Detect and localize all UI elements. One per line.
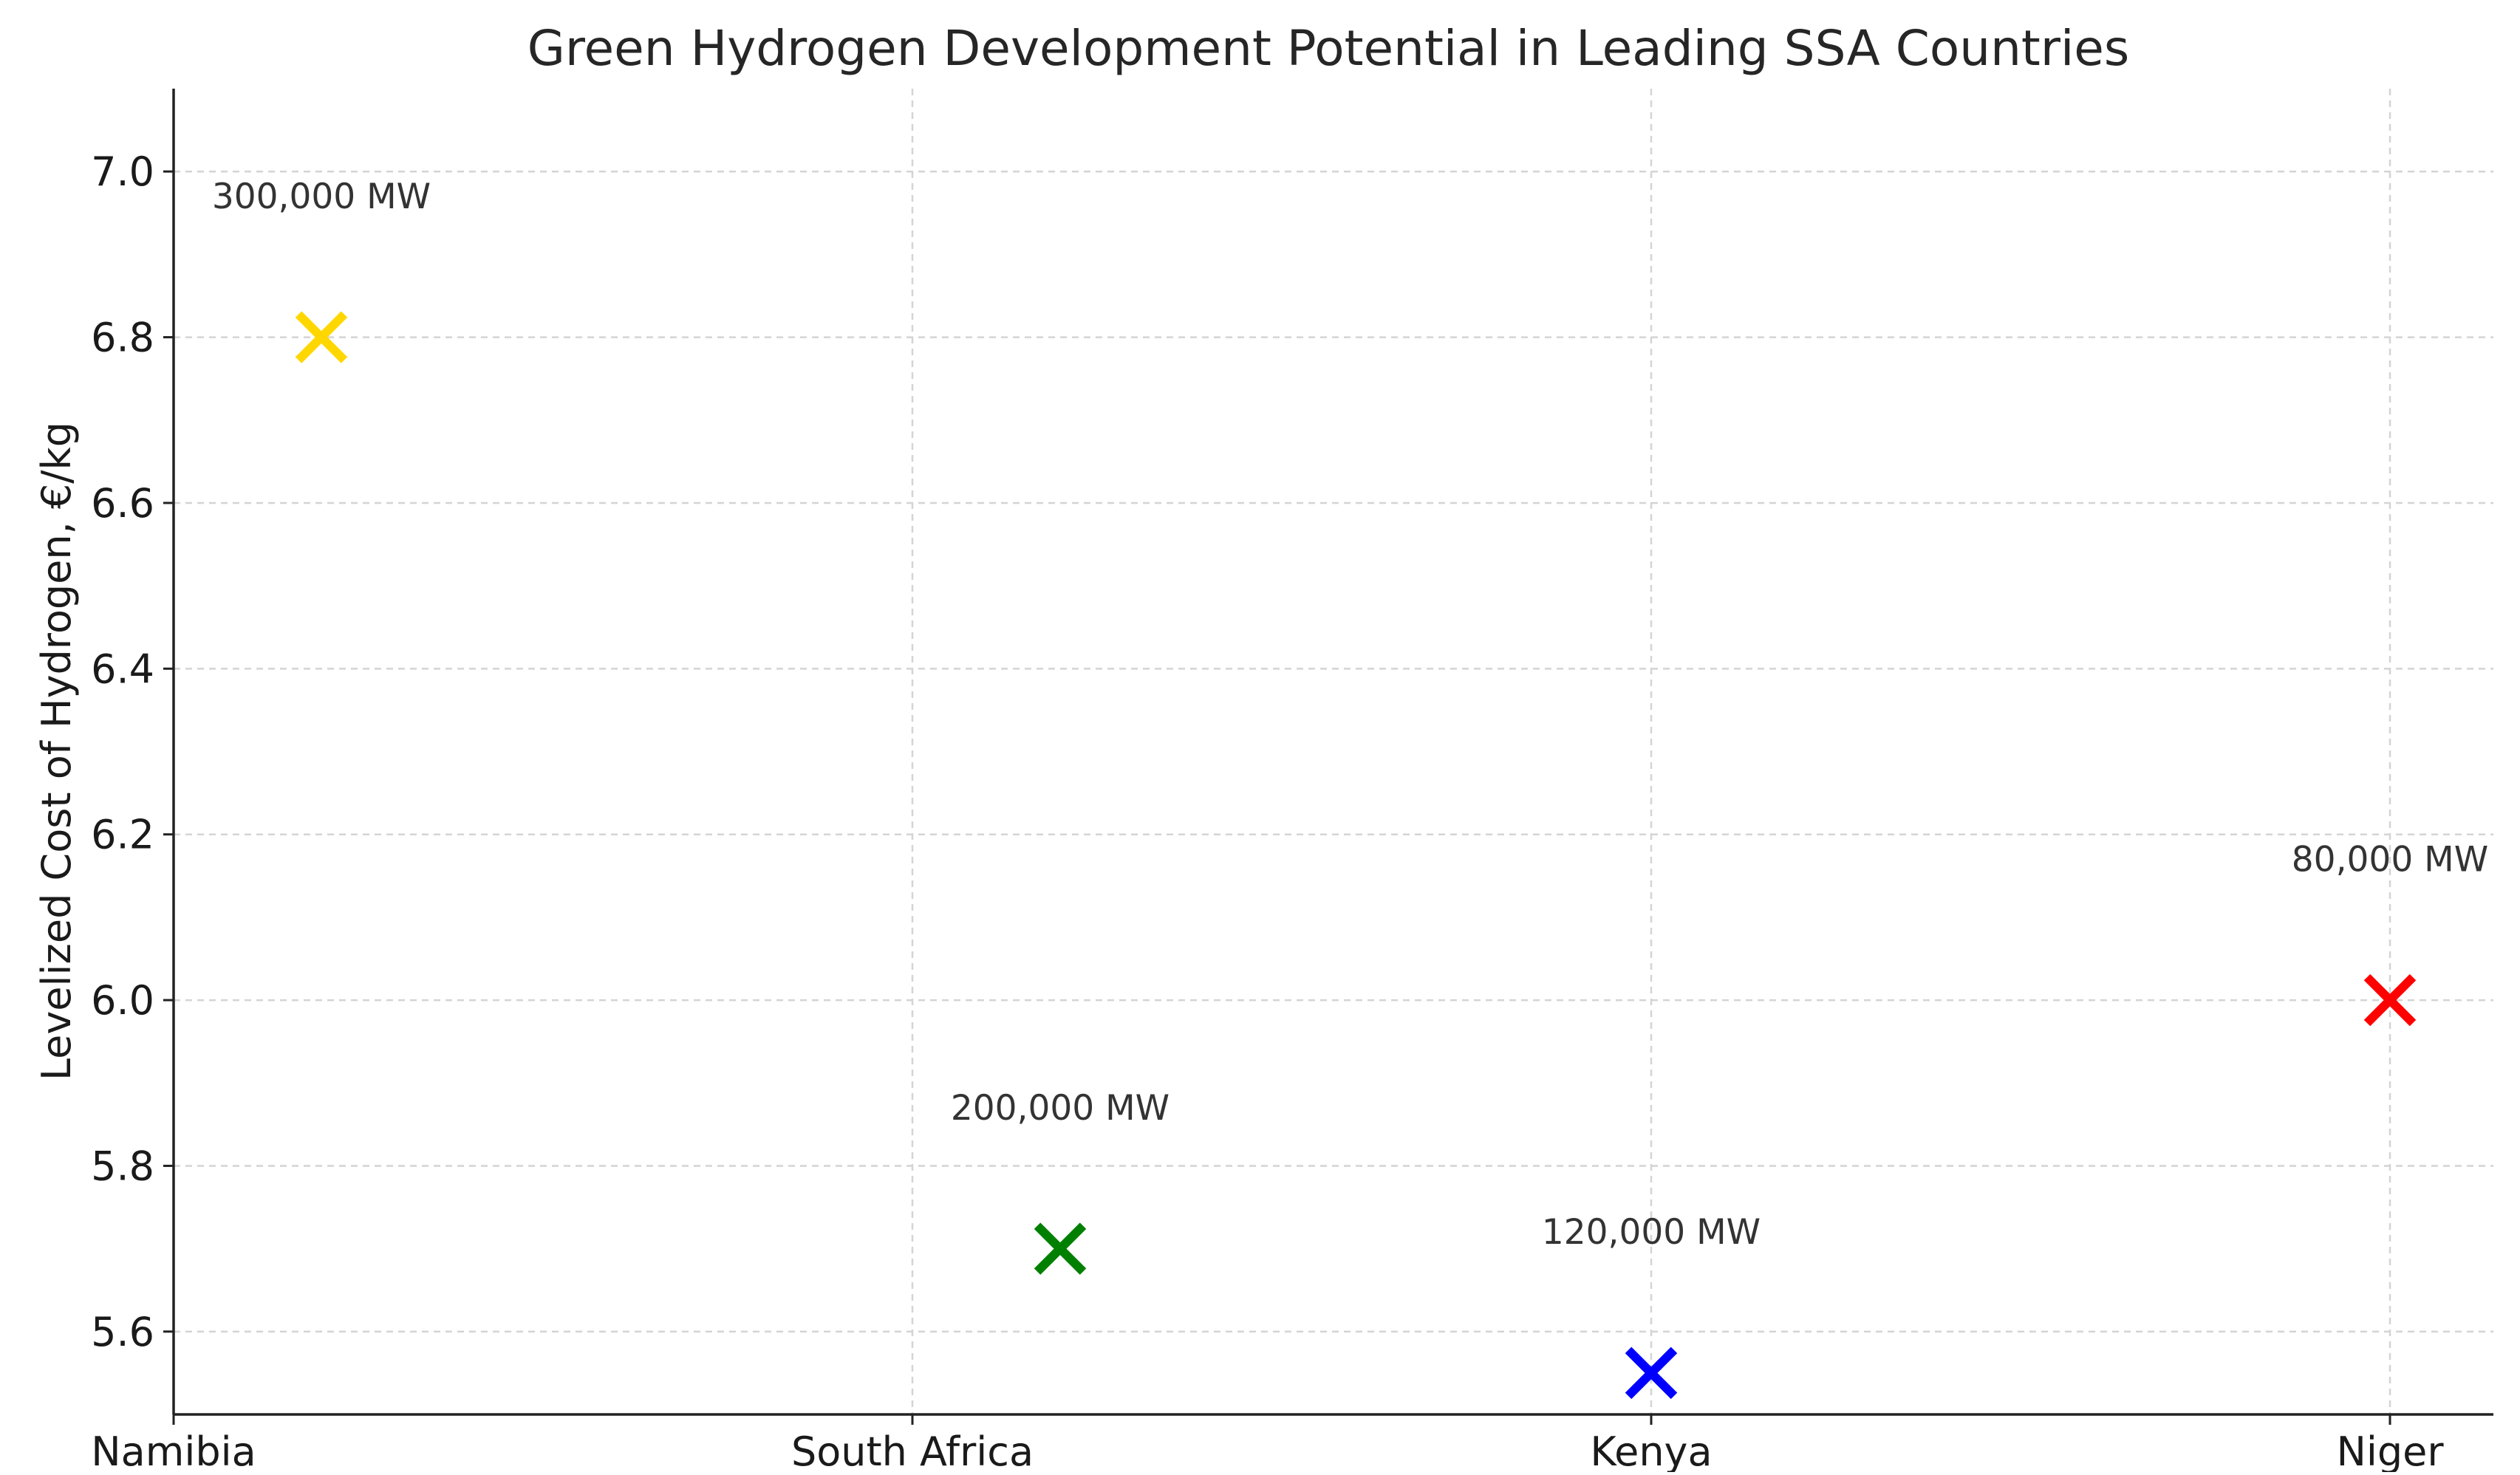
y-tick-label: 6.2 <box>91 812 154 858</box>
y-tick-label: 6.8 <box>91 315 154 361</box>
annotations-layer: 300,000 MW 200,000 MW 120,000 MW 80,000 MW <box>212 177 2488 1253</box>
marker-stroke <box>295 311 348 363</box>
marker-stroke <box>2363 973 2417 1027</box>
y-tick-label: 5.6 <box>91 1309 154 1355</box>
x-tick-label: Kenya <box>1590 1428 1712 1472</box>
data-point-marker <box>1034 1222 1087 1275</box>
points-layer <box>295 311 2417 1400</box>
data-point-annotation: 300,000 MW <box>212 177 431 217</box>
y-axis-label: Levelized Cost of Hydrogen, €/kg <box>33 422 80 1081</box>
axes-layer <box>172 89 2493 1416</box>
chart-title: Green Hydrogen Development Potential in … <box>527 20 2130 77</box>
y-tick-label: 5.8 <box>91 1143 154 1189</box>
x-tick-label: Namibia <box>91 1428 256 1472</box>
data-point-marker <box>295 311 348 363</box>
data-point-annotation: 120,000 MW <box>1542 1212 1761 1253</box>
x-tick-label: Niger <box>2336 1428 2444 1472</box>
y-tick-label: 6.4 <box>91 646 154 692</box>
ticks-layer: 5.6 5.8 6.0 6.2 6.4 6.6 6.8 7.0 Namibia South Afr… <box>91 148 2444 1475</box>
x-tick-label: South Africa <box>791 1428 1034 1472</box>
marker-stroke <box>1625 1346 1678 1400</box>
y-tick-label: 6.0 <box>91 977 154 1024</box>
y-tick-label: 6.6 <box>91 480 154 527</box>
data-point-annotation: 80,000 MW <box>2292 839 2488 880</box>
y-tick-label: 7.0 <box>91 148 154 195</box>
data-point-marker <box>1625 1346 1678 1400</box>
data-point-marker <box>2363 973 2417 1027</box>
marker-stroke <box>1034 1222 1087 1275</box>
grid-layer <box>172 89 2493 1414</box>
data-point-annotation: 200,000 MW <box>951 1088 1169 1129</box>
